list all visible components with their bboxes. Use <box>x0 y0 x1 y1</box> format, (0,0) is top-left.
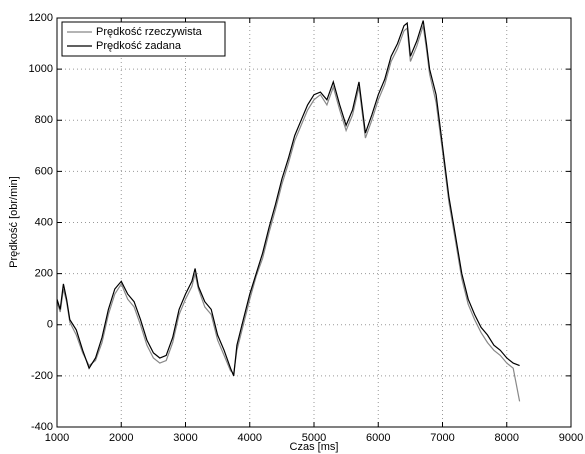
x-tick-label: 1000 <box>45 432 69 444</box>
x-tick-label: 7000 <box>430 432 454 444</box>
y-tick-label: 0 <box>47 319 53 331</box>
y-axis-label: Prędkość [obr/min] <box>8 176 20 268</box>
series-line <box>56 25 521 402</box>
plot-frame <box>56 17 572 428</box>
y-tick-label: -400 <box>31 421 53 433</box>
legend-label: Prędkość rzeczywista <box>96 26 203 38</box>
x-tick-label: 9000 <box>559 432 583 444</box>
legend-label: Prędkość zadana <box>96 40 182 52</box>
y-tick-label: 600 <box>35 165 53 177</box>
legend-box <box>61 21 226 57</box>
x-tick-label: 4000 <box>238 432 262 444</box>
y-tick-label: -200 <box>31 370 53 382</box>
x-tick-label: 8000 <box>495 432 519 444</box>
y-tick-label: 400 <box>35 216 53 228</box>
x-tick-label: 2000 <box>109 432 133 444</box>
y-tick-label: 1000 <box>29 63 53 75</box>
y-tick-label: 1200 <box>29 12 53 24</box>
x-tick-label: 3000 <box>173 432 197 444</box>
y-tick-label: 200 <box>35 268 53 280</box>
series-line <box>56 20 520 377</box>
x-tick-label: 6000 <box>366 432 390 444</box>
x-tick-label: 5000 <box>302 432 326 444</box>
y-tick-label: 800 <box>35 114 53 126</box>
x-axis-label: Czas [ms] <box>290 441 339 453</box>
